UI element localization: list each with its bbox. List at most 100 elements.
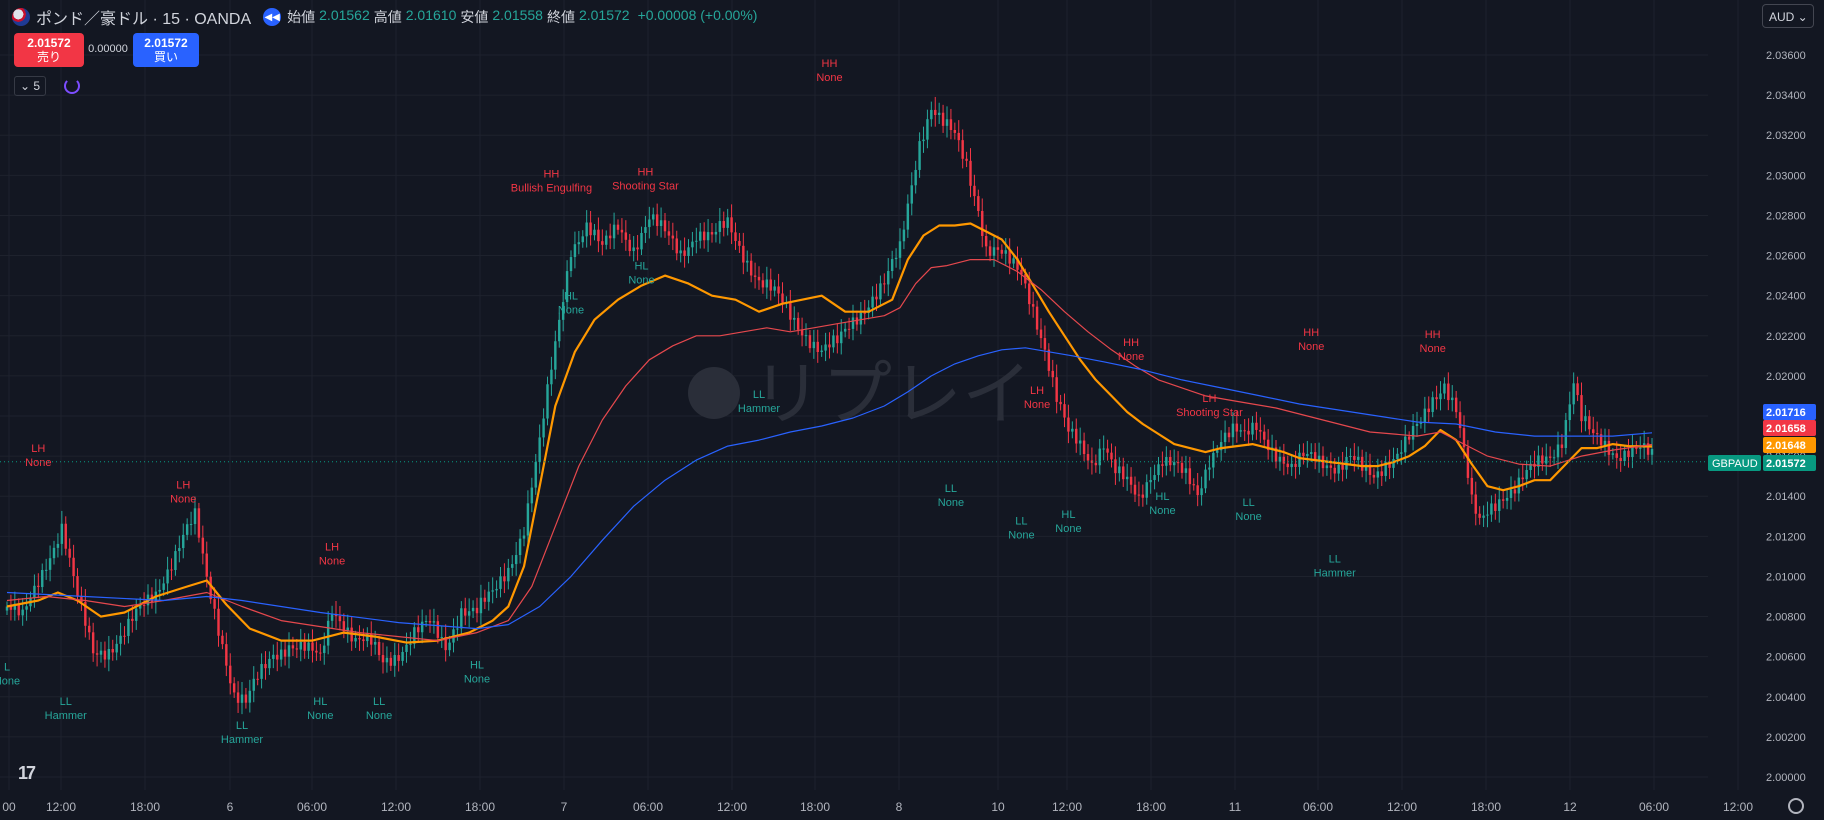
- swing-low-label: LL None: [1235, 497, 1261, 523]
- candle: [749, 253, 753, 283]
- candle: [511, 555, 514, 576]
- candle: [648, 206, 651, 239]
- settings-gear-icon[interactable]: [1788, 798, 1804, 814]
- candle: [581, 230, 584, 248]
- candle: [659, 207, 663, 238]
- candle-body: [702, 231, 706, 241]
- candle-body: [757, 276, 761, 281]
- candle: [1133, 476, 1137, 502]
- moving-average-line-1: [6, 222, 1653, 644]
- candle-body: [1306, 453, 1309, 457]
- candle: [941, 104, 945, 133]
- indicator-collapse-button[interactable]: ⌄ 5: [14, 76, 47, 96]
- candle-body: [1646, 443, 1650, 455]
- pattern-name: None: [628, 275, 654, 287]
- candle-body: [934, 109, 937, 116]
- candle-body: [973, 185, 976, 197]
- price-tick-label: 2.03600: [1766, 50, 1806, 62]
- candle-body: [244, 694, 248, 703]
- candle-body: [354, 638, 357, 642]
- candle-body: [295, 648, 299, 650]
- candle-body: [777, 286, 780, 294]
- candle-body: [1176, 462, 1180, 464]
- candle: [1501, 490, 1505, 509]
- candle-body: [569, 257, 573, 272]
- candle: [1353, 443, 1356, 472]
- candle: [1188, 456, 1192, 495]
- candle: [1411, 413, 1415, 451]
- candle-body: [1595, 433, 1599, 435]
- candle-body: [60, 523, 64, 544]
- candle-body: [1118, 466, 1121, 474]
- candle: [573, 231, 577, 269]
- candle-body: [679, 250, 682, 254]
- candle: [761, 273, 765, 294]
- candle: [119, 622, 122, 656]
- candle: [918, 132, 921, 178]
- candle: [1055, 364, 1058, 414]
- currency-select[interactable]: AUD ⌄: [1762, 4, 1814, 28]
- swing-low-label: LL Hammer: [221, 720, 264, 746]
- price-tick-label: 2.00800: [1766, 612, 1806, 624]
- candle-body: [734, 232, 737, 241]
- swing-type: HH: [1303, 327, 1319, 339]
- candle-body: [789, 302, 792, 320]
- candle-body: [1478, 513, 1481, 518]
- time-axis[interactable]: 00 12:00 18:00 6 06:00 12:00 18:00 7 06:00 12:00 1…: [2, 800, 1753, 814]
- candle-body: [945, 119, 949, 126]
- candle: [816, 329, 819, 363]
- candle-body: [1329, 465, 1333, 468]
- candle-body: [276, 654, 279, 660]
- candle: [546, 376, 549, 426]
- candle: [851, 304, 855, 341]
- time-tick-label: 10: [991, 800, 1005, 814]
- swing-high-label: HH None: [1420, 329, 1446, 355]
- candle-body: [1247, 430, 1250, 435]
- candle: [44, 558, 48, 580]
- candle: [616, 219, 620, 235]
- swing-high-label: HH Bullish Engulfing: [511, 168, 592, 194]
- candle: [949, 108, 953, 140]
- candle-body: [1086, 454, 1090, 461]
- sell-button[interactable]: 2.01572 売り: [14, 33, 84, 67]
- pattern-name: None: [1420, 343, 1446, 355]
- swing-high-label: HH Shooting Star: [612, 166, 679, 192]
- price-tick-label: 2.01400: [1766, 491, 1806, 503]
- candle: [178, 535, 181, 563]
- swing-low-label: HL None: [307, 696, 333, 722]
- candle-body: [1592, 429, 1595, 434]
- candle-body: [68, 548, 71, 558]
- candle-body: [1505, 497, 1509, 501]
- candle: [1548, 446, 1552, 468]
- candle-body: [99, 650, 103, 655]
- candle: [1235, 411, 1239, 443]
- candle-body: [749, 260, 753, 276]
- candle-body: [890, 259, 894, 272]
- tradingview-logo-icon[interactable]: 17: [18, 763, 36, 783]
- candle-body: [949, 119, 953, 131]
- buy-button[interactable]: 2.01572 買い: [133, 33, 199, 67]
- candle: [601, 229, 604, 256]
- candle-body: [232, 683, 236, 693]
- swing-high-label: LH Shooting Star: [1176, 393, 1243, 419]
- candle-body: [1263, 431, 1266, 440]
- candle: [248, 679, 252, 713]
- candle-body: [1165, 457, 1168, 466]
- candle-body: [981, 210, 984, 237]
- candle: [1607, 429, 1611, 466]
- candle-body: [1454, 397, 1458, 413]
- symbol-tag-bg: [1708, 455, 1761, 471]
- candle-body: [256, 678, 259, 680]
- candle: [103, 641, 107, 668]
- candle-body: [1486, 514, 1489, 516]
- candle-body: [554, 341, 557, 370]
- symbol-title[interactable]: ポンド／豪ドル · 15 · OANDA: [36, 11, 252, 28]
- replay-rewind-icon[interactable]: ◀◀: [263, 8, 282, 26]
- candle-body: [691, 241, 694, 248]
- candle: [1494, 493, 1497, 520]
- candle-body: [346, 627, 349, 632]
- candle: [1302, 443, 1305, 465]
- candle: [722, 211, 725, 237]
- candle-body: [107, 649, 111, 660]
